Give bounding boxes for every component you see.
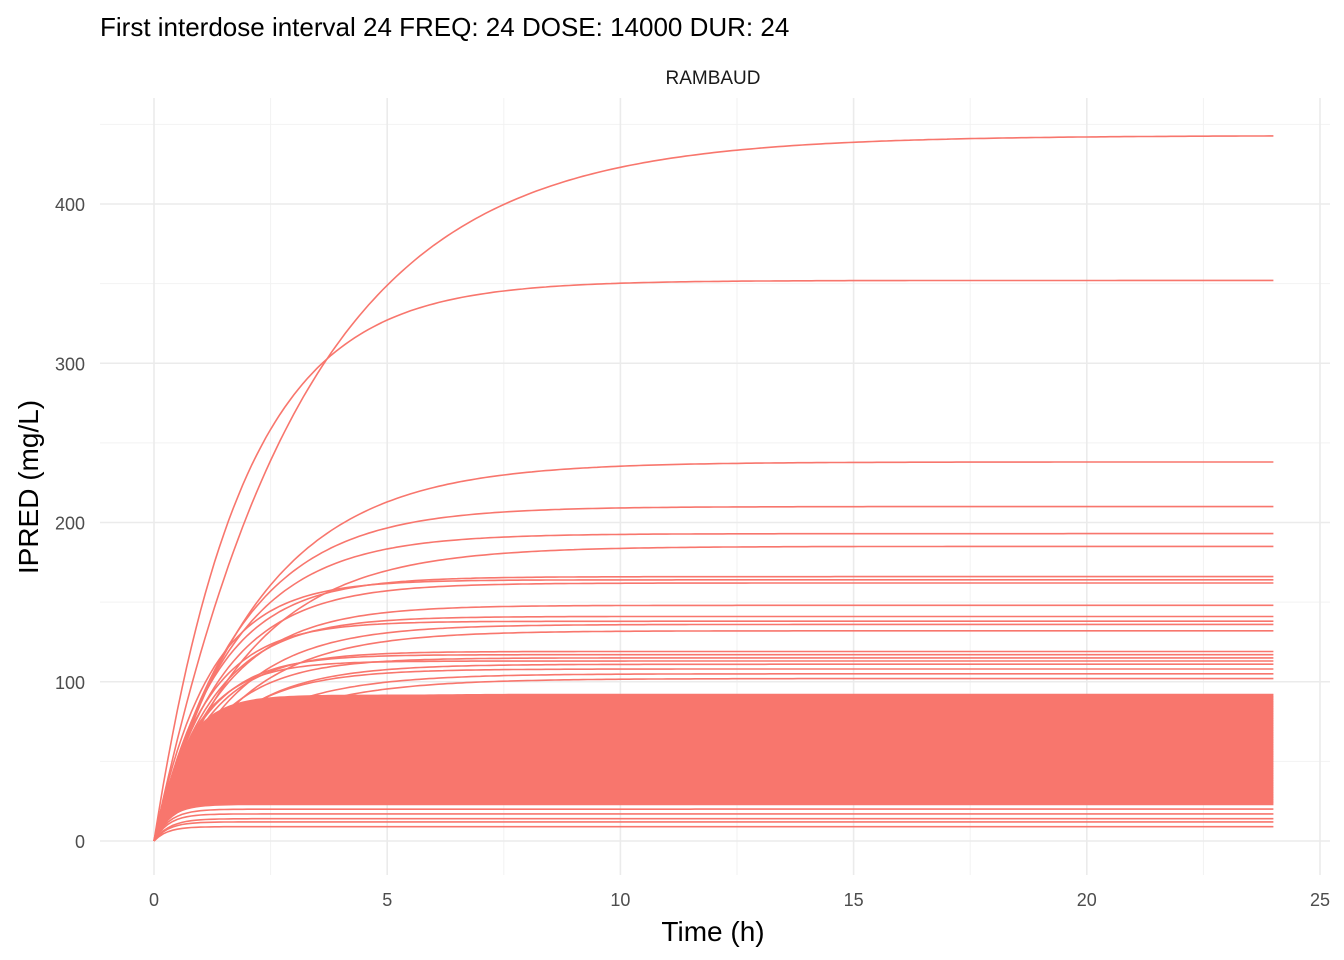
series-line <box>153 653 1274 842</box>
series-line <box>153 135 1274 842</box>
series-line <box>153 817 1274 842</box>
series-line <box>153 279 1274 842</box>
x-tick-label: 20 <box>1077 890 1097 910</box>
x-tick-label: 0 <box>149 890 159 910</box>
y-tick-label: 400 <box>55 195 85 215</box>
series-line <box>153 657 1274 842</box>
series-line <box>153 604 1274 842</box>
y-tick-label: 0 <box>75 832 85 852</box>
series-line <box>153 825 1274 842</box>
series-line <box>153 663 1274 842</box>
x-tick-label: 25 <box>1310 890 1330 910</box>
series-line <box>153 821 1274 842</box>
series-line <box>153 575 1274 842</box>
y-tick-label: 100 <box>55 673 85 693</box>
series-line <box>153 623 1274 842</box>
series-line <box>153 650 1274 842</box>
x-axis-title: Time (h) <box>661 916 764 947</box>
y-axis-title: IPRED (mg/L) <box>13 400 44 574</box>
y-tick-label: 300 <box>55 354 85 374</box>
series-line <box>153 660 1274 842</box>
x-tick-label: 15 <box>844 890 864 910</box>
series-line <box>153 673 1274 842</box>
series-band <box>154 694 1274 841</box>
y-tick-labels: 0 100 200 300 400 <box>55 195 85 852</box>
series-line <box>153 620 1274 842</box>
y-tick-label: 200 <box>55 514 85 534</box>
series-line <box>153 505 1274 842</box>
series-line <box>153 461 1274 842</box>
x-tick-labels: 0 5 10 15 20 25 <box>149 890 1330 910</box>
series-line <box>153 630 1274 842</box>
series-line <box>153 579 1274 842</box>
series-lines <box>153 135 1274 842</box>
facet-label: RAMBAUD <box>665 68 760 89</box>
series-line <box>153 615 1274 842</box>
series-line <box>153 582 1274 842</box>
x-tick-label: 5 <box>382 890 392 910</box>
chart-title: First interdose interval 24 FREQ: 24 DOS… <box>100 12 789 42</box>
series-line <box>153 532 1274 842</box>
series-line <box>153 668 1274 842</box>
series-line <box>153 808 1274 842</box>
series-line <box>153 798 1274 842</box>
series-line <box>153 545 1274 842</box>
x-tick-label: 10 <box>610 890 630 910</box>
series-line <box>153 813 1274 842</box>
